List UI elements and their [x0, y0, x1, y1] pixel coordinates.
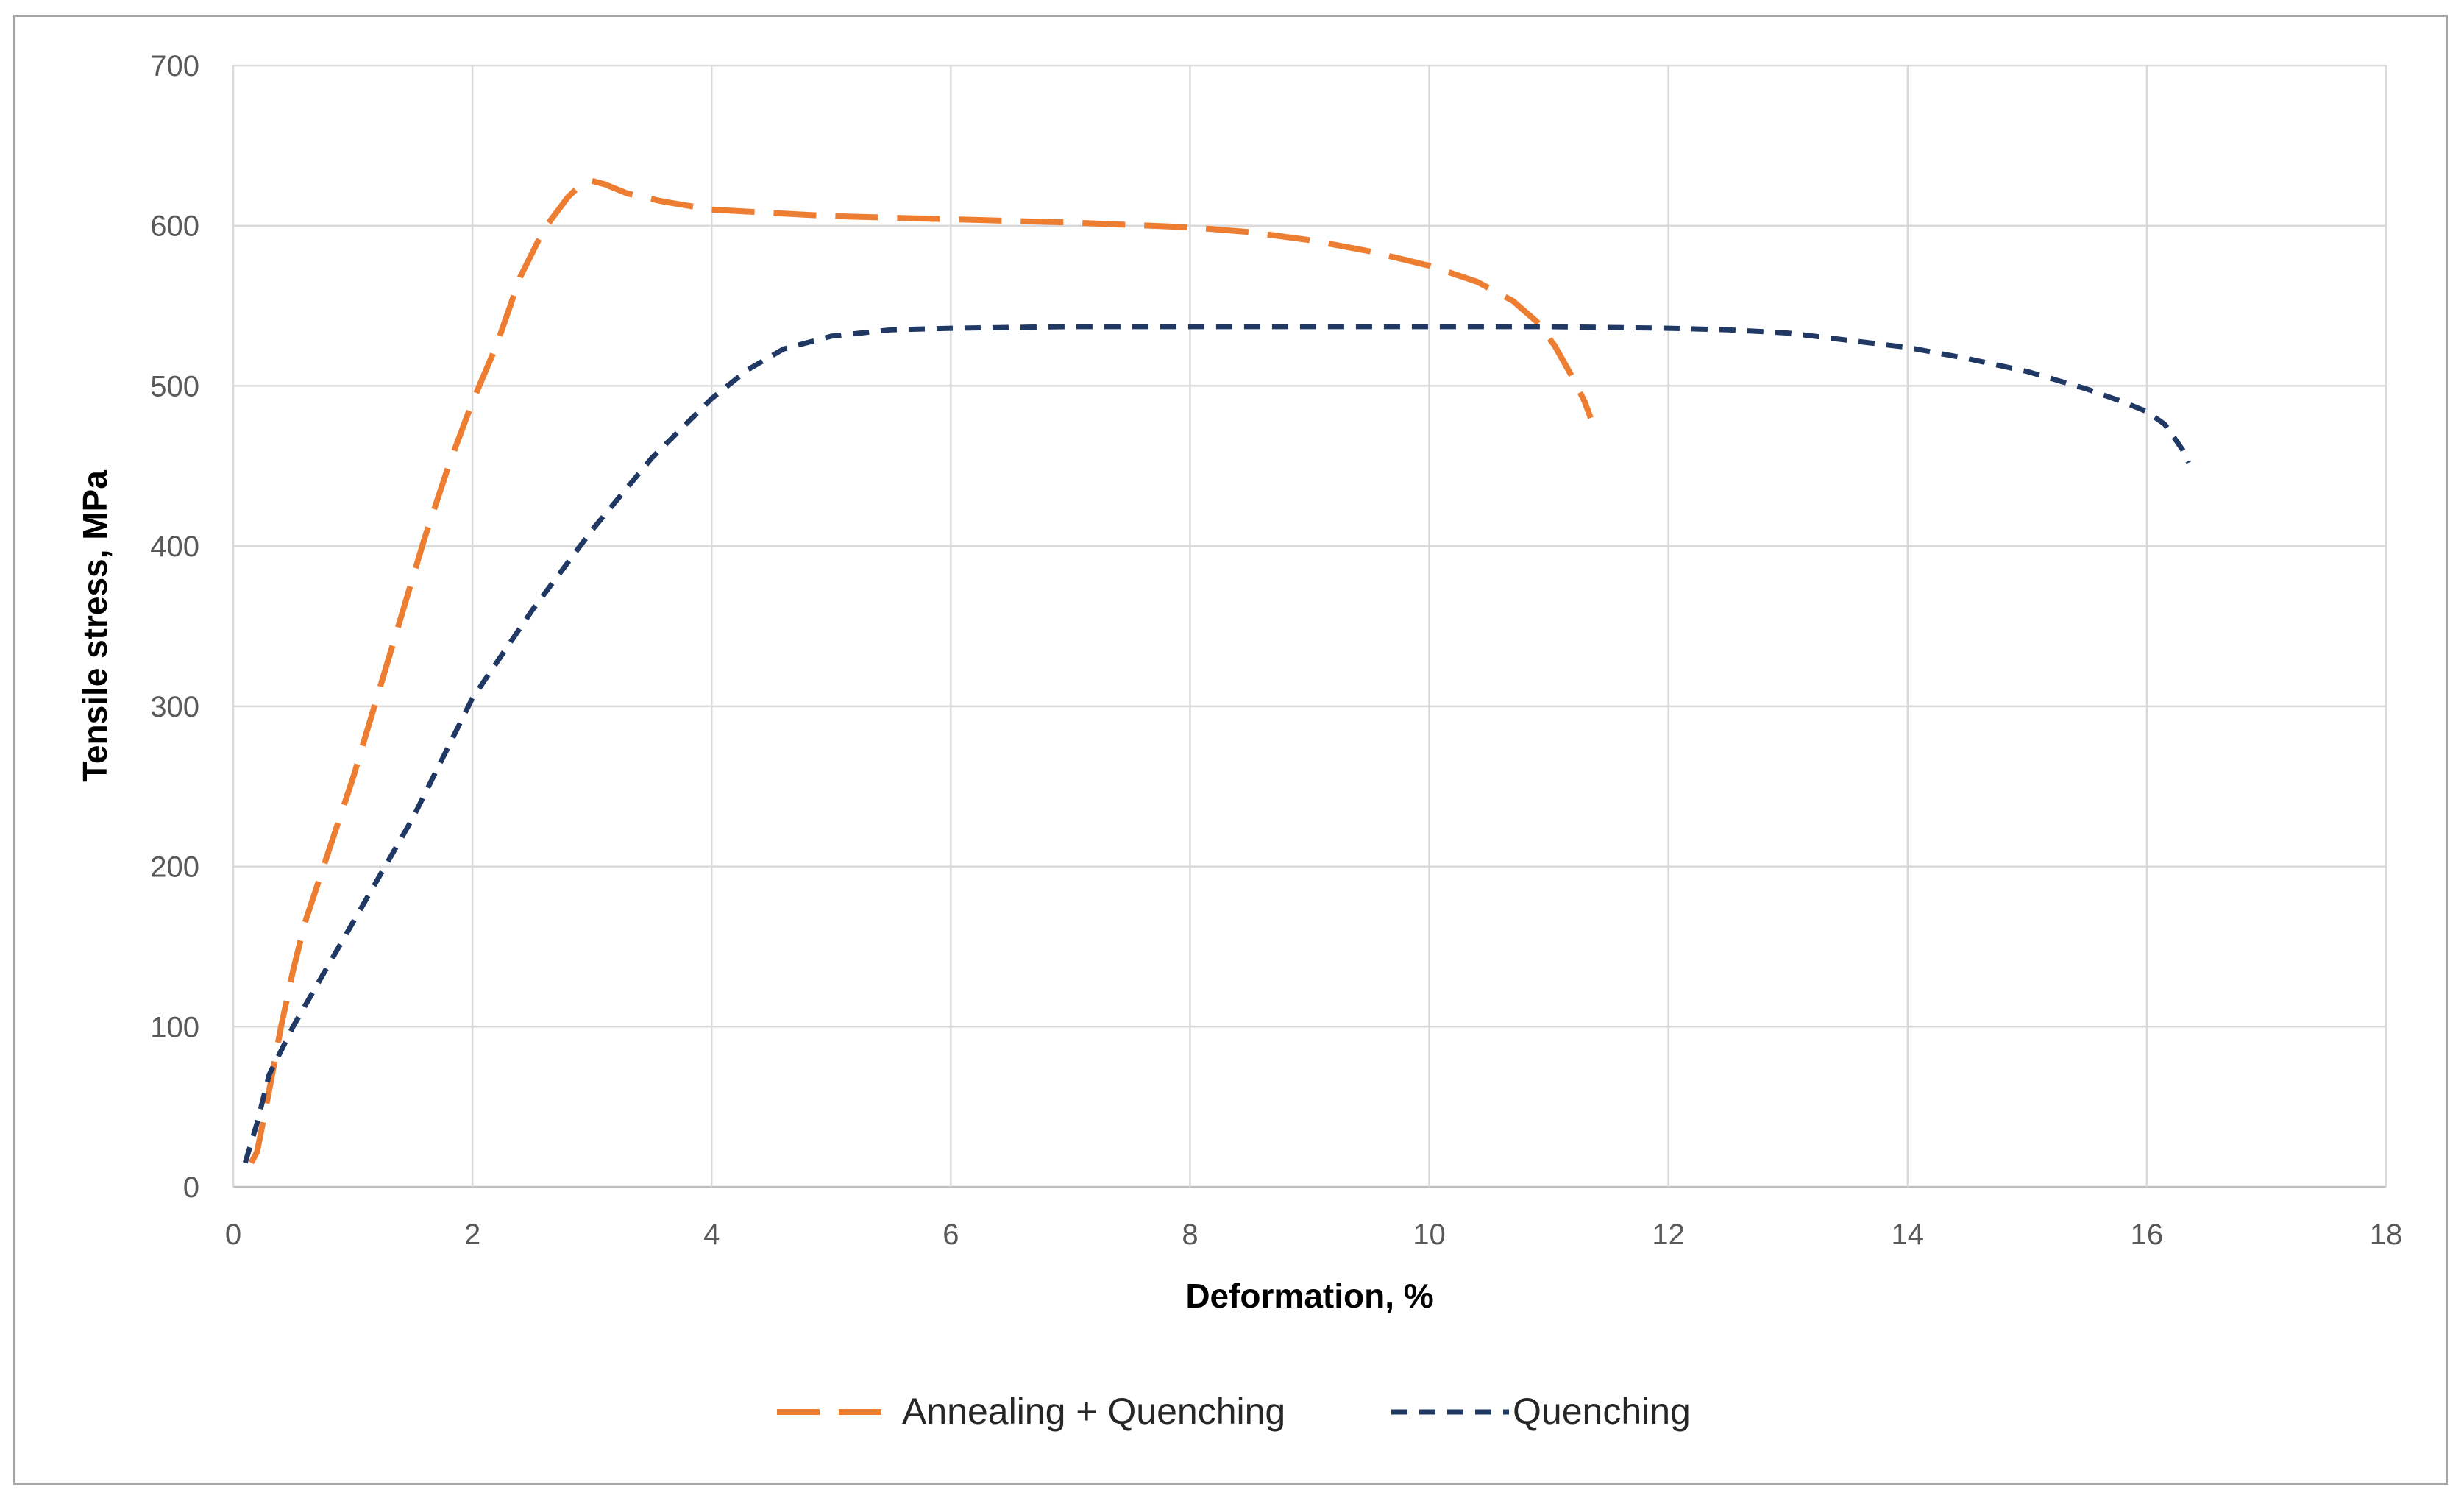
series-line-0	[248, 177, 1594, 1165]
y-tick-label: 200	[150, 851, 199, 884]
gridlines	[232, 64, 2387, 1188]
legend-label-annealing-quenching: Annealing + Quenching	[902, 1391, 1285, 1432]
chart-frame: 0 100 200 300 400 500 600 700 0 2 4 6 8 10 12 14 16 18 De…	[13, 15, 2448, 1485]
series-line-1	[242, 324, 2191, 1164]
x-tick-label: 12	[1652, 1219, 1685, 1251]
y-tick-label: 600	[150, 210, 199, 243]
x-tick-label: 0	[225, 1219, 241, 1251]
x-tick-label: 2	[464, 1219, 480, 1251]
y-tick-label: 0	[183, 1171, 199, 1204]
x-tick-label: 10	[1413, 1219, 1446, 1251]
x-axis-title: Deformation, %	[1185, 1277, 1433, 1315]
y-tick-label: 700	[150, 50, 199, 82]
legend-label-quenching: Quenching	[1513, 1391, 1691, 1432]
x-tick-label: 18	[2370, 1219, 2403, 1251]
y-axis-title: Tensile stress, MPa	[76, 470, 114, 782]
legend: Annealing + Quenching Quenching	[777, 1391, 1691, 1432]
y-tick-label: 100	[150, 1011, 199, 1043]
chart-svg: 0 100 200 300 400 500 600 700 0 2 4 6 8 10 12 14 16 18 De…	[76, 50, 2402, 1432]
x-tick-label: 14	[1892, 1219, 1925, 1251]
tick-labels: 0 100 200 300 400 500 600 700 0 2 4 6 8 10 12 14 16 18	[150, 50, 2402, 1251]
y-tick-label: 400	[150, 531, 199, 563]
x-tick-label: 8	[1182, 1219, 1198, 1251]
x-tick-label: 16	[2131, 1219, 2164, 1251]
x-tick-label: 6	[942, 1219, 959, 1251]
x-tick-label: 4	[703, 1219, 720, 1251]
series-lines	[242, 177, 2191, 1165]
y-tick-label: 300	[150, 691, 199, 723]
y-tick-label: 500	[150, 370, 199, 402]
